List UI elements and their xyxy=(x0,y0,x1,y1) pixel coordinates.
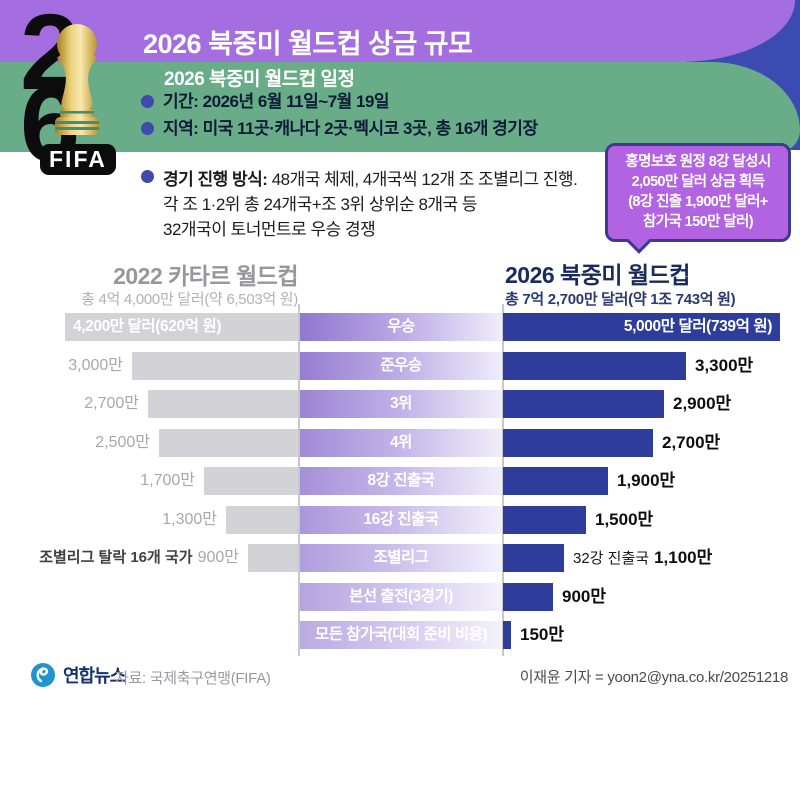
bar-2026 xyxy=(503,583,553,611)
format-line-1: 48개국 체제, 4개국씩 12개 조 조별리그 진행. xyxy=(271,170,578,189)
bullet-dot-icon xyxy=(141,122,154,135)
value-label-2026: 32강 진출국 1,100만 xyxy=(573,548,713,567)
value-label-2026: 1,900만 xyxy=(617,471,676,490)
format-label: 경기 진행 방식: xyxy=(163,170,268,189)
category-label: 준우승 xyxy=(300,352,502,380)
callout-line-3: (8강 진출 1,900만 달러+ xyxy=(628,194,768,210)
value-label-2026: 1,500만 xyxy=(595,510,654,529)
value-label-2022: 1,300만 xyxy=(162,511,217,528)
chart-subtitle-2022: 총 4억 4,000만 달러(약 6,503억 원) xyxy=(81,291,298,308)
bullet-text-format: 경기 진행 방식: 48개국 체제, 4개국씩 12개 조 조별리그 진행. 각… xyxy=(163,167,578,242)
value-label-2026: 5,000만 달러(739억 원) xyxy=(623,318,772,335)
bullet-text-period: 기간: 2026년 6월 11일~7월 19일 xyxy=(163,92,390,111)
schedule-section-title: 2026 북중미 월드컵 일정 xyxy=(164,69,355,90)
value-label-2022: 2,700만 xyxy=(84,395,139,412)
bar-2026 xyxy=(503,429,653,457)
fifa-wordmark: FIFA xyxy=(40,144,116,175)
world-cup-trophy-icon xyxy=(55,24,99,135)
bar-2022 xyxy=(204,467,298,495)
value-label-2026: 2,900만 xyxy=(673,394,732,413)
bar-2022 xyxy=(226,506,298,534)
bar-2022 xyxy=(148,390,298,418)
bar-2026 xyxy=(503,506,586,534)
bar-2022 xyxy=(132,352,298,380)
bullet-item-period: 기간: 2026년 6월 11일~7월 19일 xyxy=(141,92,390,112)
yonhap-logo-icon xyxy=(31,663,55,687)
value-label-2022: 4,200만 달러(620억 원) xyxy=(73,318,222,335)
value-label-2022: 3,000만 xyxy=(68,357,123,374)
yonhap-wordmark: 연합뉴스 xyxy=(63,666,126,686)
callout-box: 홍명보호 원정 8강 달성시 2,050만 달러 상금 획득 (8강 진출 1,… xyxy=(605,143,791,254)
bullet-dot-icon xyxy=(141,170,154,183)
bullet-dot-icon xyxy=(141,95,154,108)
yonhap-logo: 연합뉴스 xyxy=(30,662,126,688)
bullet-item-format: 경기 진행 방식: 48개국 체제, 4개국씩 12개 조 조별리그 진행. 각… xyxy=(141,167,578,242)
bar-2026 xyxy=(503,352,686,380)
chart-subtitle-2026: 총 7억 2,700만 달러(약 1조 743억 원) xyxy=(505,291,736,308)
callout-line-1: 홍명보호 원정 8강 달성시 xyxy=(625,154,771,170)
bar-2026 xyxy=(503,390,664,418)
value-label-2022: 조별리그 탈락 16개 국가 900만 xyxy=(39,549,239,566)
page-title: 2026 북중미 월드컵 상금 규모 xyxy=(143,29,473,59)
chart-title-2026: 2026 북중미 월드컵 xyxy=(505,262,690,288)
callout-line-2: 2,050만 달러 상금 획득 xyxy=(631,174,765,190)
category-label: 8강 진출국 xyxy=(300,467,502,495)
category-label: 모든 참가국(대회 준비 비용) xyxy=(300,621,502,649)
bar-2022 xyxy=(248,544,298,572)
bar-2026 xyxy=(503,544,564,572)
callout-tail xyxy=(626,228,652,254)
fifa-2026-logo: 2 6 FIFA xyxy=(16,0,136,186)
bar-2022 xyxy=(159,429,298,457)
value-label-2026: 150만 xyxy=(520,625,565,644)
value-label-2026: 3,300만 xyxy=(695,356,754,375)
chart-title-2022: 2022 카타르 월드컵 xyxy=(113,263,298,289)
format-line-3: 32개국이 토너먼트로 우승 경쟁 xyxy=(163,220,376,239)
value-label-2022: 2,500만 xyxy=(95,434,150,451)
bullet-text-region: 지역: 미국 11곳·캐나다 2곳·멕시코 3곳, 총 16개 경기장 xyxy=(163,119,538,138)
schedule-band xyxy=(0,62,800,152)
credit-label: 이재윤 기자 = yoon2@yna.co.kr/20251218 xyxy=(519,669,789,686)
callout-line-4: 참가국 150만 달러) xyxy=(643,214,754,230)
bar-2022: 4,200만 달러(620억 원) xyxy=(65,313,298,341)
category-label: 우승 xyxy=(300,313,502,341)
divider-line-left xyxy=(298,304,300,656)
bar-2026 xyxy=(503,621,511,649)
category-label: 16강 진출국 xyxy=(300,506,502,534)
value-label-2026: 900만 xyxy=(562,587,607,606)
category-label: 조별리그 xyxy=(300,544,502,572)
value-label-2026: 2,700만 xyxy=(662,433,721,452)
category-label: 본선 출전(3경기) xyxy=(300,583,502,611)
bar-2026 xyxy=(503,467,608,495)
bar-2026: 5,000만 달러(739억 원) xyxy=(503,313,780,341)
format-line-2: 각 조 1·2위 총 24개국+조 3위 상위순 8개국 등 xyxy=(163,195,478,214)
category-label: 4위 xyxy=(300,429,502,457)
bullet-item-region: 지역: 미국 11곳·캐나다 2곳·멕시코 3곳, 총 16개 경기장 xyxy=(141,119,538,139)
value-label-2022: 1,700만 xyxy=(140,472,195,489)
header-band xyxy=(0,0,795,62)
source-label: 자료: 국제축구연맹(FIFA) xyxy=(115,670,271,687)
category-label: 3위 xyxy=(300,390,502,418)
